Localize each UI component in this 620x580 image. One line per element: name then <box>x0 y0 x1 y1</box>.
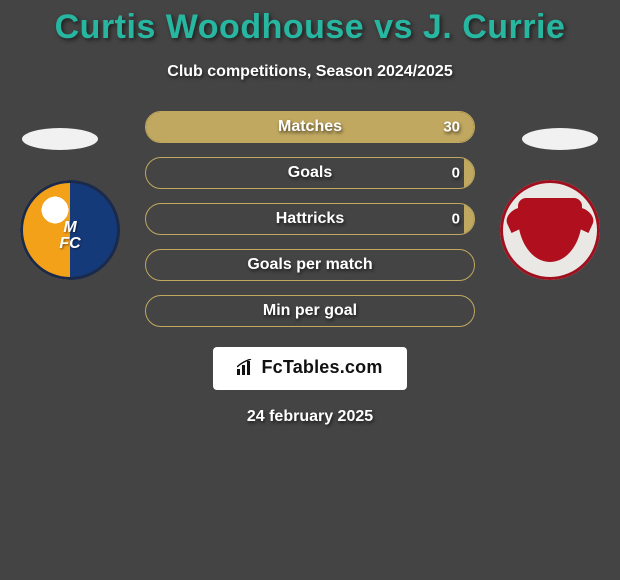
stat-row-matches: Matches 30 <box>145 111 475 143</box>
player-photo-right-placeholder <box>522 128 598 150</box>
stat-label: Hattricks <box>276 210 344 228</box>
bar-chart-icon <box>237 359 255 380</box>
club-emblem-right <box>500 180 600 280</box>
stat-value: 30 <box>443 119 460 136</box>
stat-bars: Matches 30 Goals 0 Hattricks 0 Goals per… <box>145 111 475 327</box>
stat-row-goals: Goals 0 <box>145 157 475 189</box>
stat-row-hattricks: Hattricks 0 <box>145 203 475 235</box>
page-title: Curtis Woodhouse vs J. Currie <box>0 8 620 47</box>
stat-label: Goals <box>288 164 332 182</box>
fctables-logo-text: FcTables.com <box>261 357 382 377</box>
stat-row-min-per-goal: Min per goal <box>145 295 475 327</box>
stat-label: Matches <box>278 118 342 136</box>
date-label: 24 february 2025 <box>0 408 620 426</box>
subtitle: Club competitions, Season 2024/2025 <box>0 63 620 81</box>
stat-label: Min per goal <box>263 302 357 320</box>
stat-value: 0 <box>452 165 460 182</box>
fctables-logo[interactable]: FcTables.com <box>213 347 406 390</box>
stat-row-goals-per-match: Goals per match <box>145 249 475 281</box>
mansfield-crest-icon <box>20 180 120 280</box>
player-photo-left-placeholder <box>22 128 98 150</box>
leyton-orient-crest-icon <box>500 180 600 280</box>
stat-value: 0 <box>452 211 460 228</box>
club-emblem-left <box>20 180 120 280</box>
stat-label: Goals per match <box>247 256 372 274</box>
